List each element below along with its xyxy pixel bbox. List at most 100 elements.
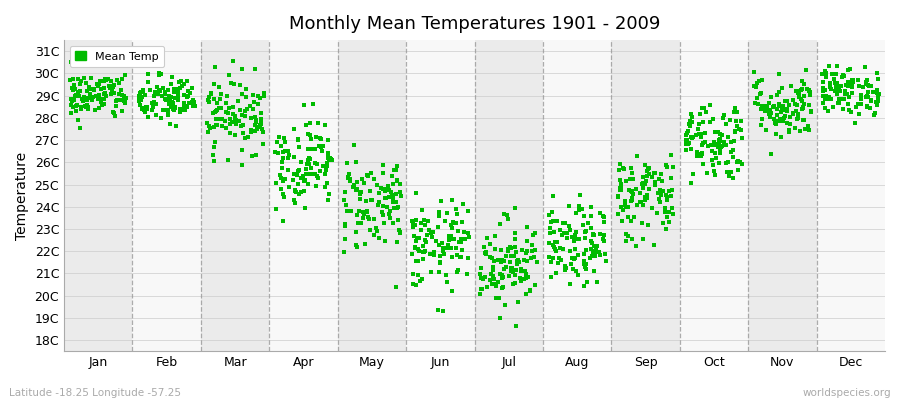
Point xyxy=(624,218,638,225)
Point xyxy=(167,95,182,102)
Point xyxy=(819,74,833,80)
Point xyxy=(685,119,699,125)
Point xyxy=(733,159,747,165)
Point xyxy=(80,103,94,110)
Point xyxy=(176,92,191,98)
Point xyxy=(660,163,674,170)
Point xyxy=(133,102,148,108)
Point xyxy=(208,139,222,146)
Bar xyxy=(543,40,611,351)
Point xyxy=(435,240,449,246)
Point xyxy=(107,110,122,116)
Point xyxy=(432,242,446,248)
Point xyxy=(432,213,446,219)
Point xyxy=(73,81,87,88)
Point xyxy=(866,89,880,96)
Point xyxy=(624,197,638,204)
Point xyxy=(386,181,400,187)
Point xyxy=(508,249,523,255)
Point xyxy=(775,116,789,123)
Point xyxy=(860,82,875,88)
Point xyxy=(182,100,196,106)
Point xyxy=(211,115,225,122)
Point xyxy=(655,178,670,184)
Point xyxy=(769,121,783,127)
Point xyxy=(457,229,472,236)
Point xyxy=(749,84,763,90)
Point xyxy=(700,170,715,176)
Point xyxy=(380,204,394,210)
Point xyxy=(303,165,318,171)
Point xyxy=(370,228,384,234)
Point xyxy=(409,282,423,288)
Point xyxy=(163,121,177,127)
Point xyxy=(478,250,492,256)
Point xyxy=(718,142,733,149)
Point xyxy=(626,214,641,220)
Point xyxy=(138,109,152,116)
Point xyxy=(854,96,868,103)
Point xyxy=(184,90,198,96)
Point xyxy=(474,274,489,281)
Point xyxy=(88,93,103,99)
Point xyxy=(637,194,652,200)
Point xyxy=(842,81,857,87)
Point xyxy=(778,113,792,119)
Point xyxy=(350,220,365,226)
Point xyxy=(549,270,563,276)
Point xyxy=(369,225,383,232)
Point xyxy=(634,181,649,188)
Point xyxy=(680,137,695,143)
Point xyxy=(832,96,846,102)
Point xyxy=(846,78,860,85)
Point xyxy=(218,118,232,124)
Point xyxy=(635,181,650,187)
Point xyxy=(619,178,634,184)
Point xyxy=(706,116,721,123)
Point xyxy=(220,110,235,116)
Point xyxy=(246,106,260,112)
Point xyxy=(118,97,132,103)
Point xyxy=(249,126,264,132)
Point xyxy=(861,83,876,89)
Point xyxy=(639,178,653,184)
Point xyxy=(412,278,427,284)
Point xyxy=(586,232,600,238)
Point xyxy=(504,264,518,271)
Point xyxy=(790,102,805,108)
Point xyxy=(506,269,520,275)
Point xyxy=(145,100,159,106)
Point xyxy=(245,152,259,159)
Point xyxy=(598,258,613,264)
Point xyxy=(94,86,108,92)
Point xyxy=(116,92,130,99)
Point xyxy=(325,156,339,163)
Point xyxy=(140,79,155,86)
Point xyxy=(486,273,500,279)
Point xyxy=(178,107,193,113)
Point xyxy=(162,101,176,107)
Point xyxy=(754,122,769,128)
Point xyxy=(433,260,447,267)
Bar xyxy=(611,40,680,351)
Point xyxy=(845,80,859,86)
Point xyxy=(440,244,454,251)
Point xyxy=(755,77,770,83)
Point xyxy=(200,120,214,127)
Point xyxy=(819,70,833,76)
Point xyxy=(222,120,237,127)
Point xyxy=(210,107,224,114)
Point xyxy=(375,209,390,216)
Point xyxy=(832,84,846,90)
Point xyxy=(274,159,289,165)
Point xyxy=(74,104,88,110)
Point xyxy=(341,175,356,181)
Point xyxy=(254,120,268,127)
Point xyxy=(356,215,370,221)
Text: Latitude -18.25 Longitude -57.25: Latitude -18.25 Longitude -57.25 xyxy=(9,388,181,398)
Point xyxy=(338,220,352,227)
Point xyxy=(716,114,730,121)
Point xyxy=(187,103,202,109)
Point xyxy=(500,216,515,222)
Point xyxy=(780,98,795,104)
